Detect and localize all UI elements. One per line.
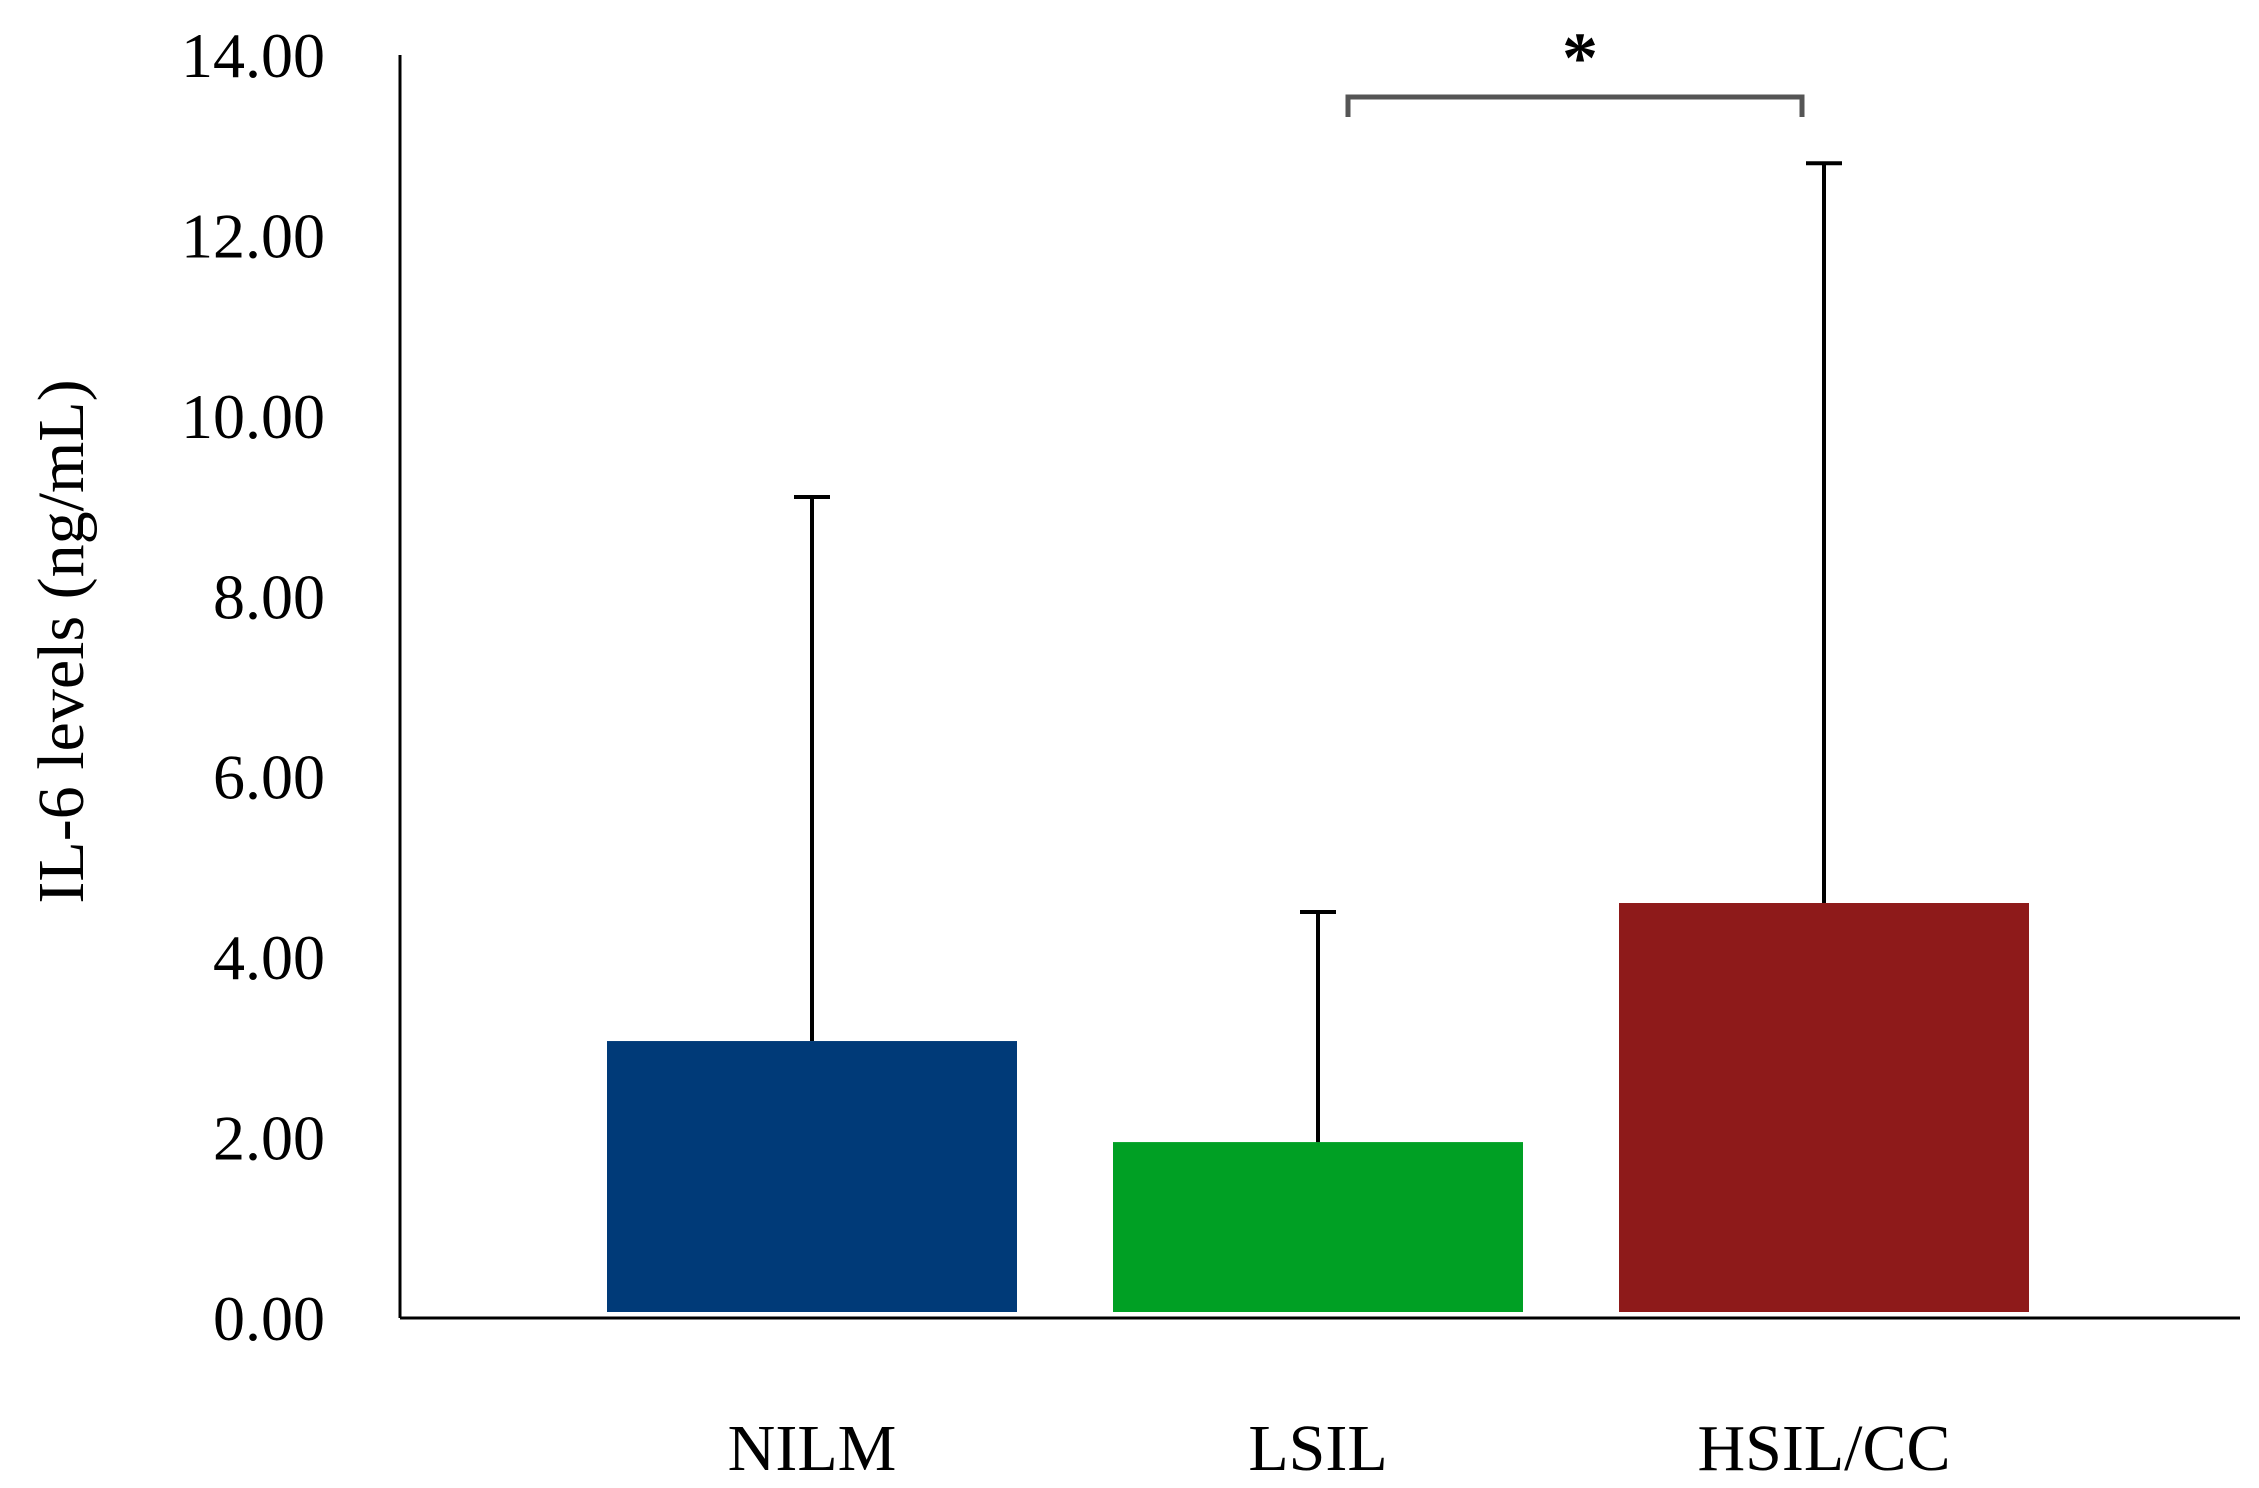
y-tick-label: 12.00 [181, 200, 325, 271]
bars [607, 903, 2029, 1312]
y-axis-label: IL-6 levels (ng/mL) [25, 379, 98, 903]
significance-bracket: * [1345, 18, 1805, 117]
bar-nilm [607, 1041, 1017, 1312]
x-tick-label: NILM [728, 1412, 897, 1485]
y-tick-label: 0.00 [213, 1283, 325, 1354]
error-bars [794, 161, 1842, 1143]
x-tick-labels: NILM LSIL HSIL/CC [728, 1412, 1951, 1485]
y-tick-labels: 0.00 2.00 4.00 6.00 8.00 10.00 12.00 14.00 [181, 20, 325, 1354]
x-tick-label: LSIL [1248, 1412, 1387, 1485]
y-tick-label: 4.00 [213, 922, 325, 993]
y-tick-label: 8.00 [213, 561, 325, 632]
y-tick-label: 2.00 [213, 1103, 325, 1174]
y-tick-label: 14.00 [181, 20, 325, 91]
y-tick-label: 10.00 [181, 381, 325, 452]
bar-lsil [1113, 1142, 1523, 1312]
x-tick-label: HSIL/CC [1697, 1412, 1950, 1485]
significance-label: * [1562, 18, 1598, 98]
bar-hsil-cc [1619, 903, 2029, 1312]
y-tick-label: 6.00 [213, 742, 325, 813]
significance-bracket-line [1345, 94, 1805, 117]
